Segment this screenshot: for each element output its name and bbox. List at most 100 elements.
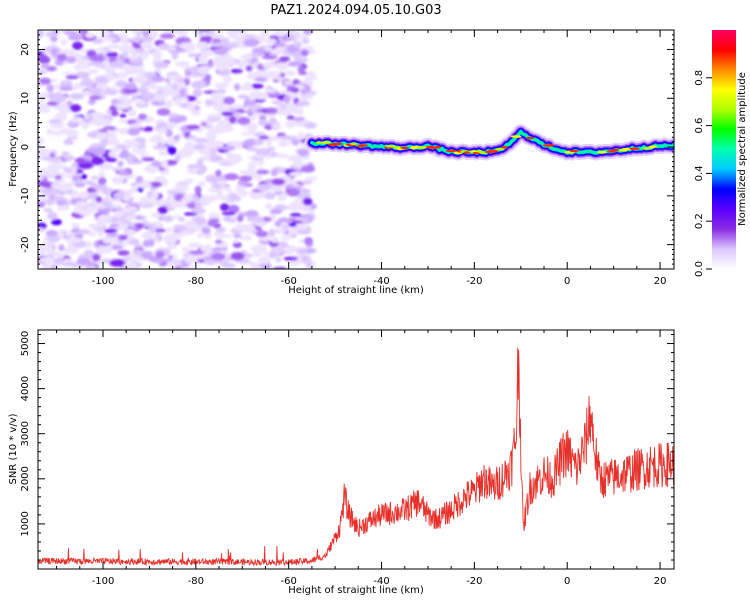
heatmap-cell xyxy=(234,59,241,64)
heatmap-cell xyxy=(155,250,165,259)
heatmap-cell xyxy=(287,203,302,212)
heatmap-cell xyxy=(119,113,127,118)
heatmap-cell xyxy=(180,230,194,236)
heatmap-cell xyxy=(111,167,125,172)
heatmap-cell xyxy=(129,52,139,60)
heatmap-cell xyxy=(265,203,273,210)
heatmap-cell xyxy=(232,239,239,244)
heatmap-cell xyxy=(118,119,129,124)
heatmap-cell xyxy=(271,100,283,104)
heatmap-cell xyxy=(301,180,313,185)
heatmap-cell xyxy=(63,247,79,254)
heatmap-cell xyxy=(210,91,219,101)
heatmap-cell xyxy=(188,250,205,255)
heatmap-cell xyxy=(104,157,117,163)
heatmap-cell xyxy=(135,48,145,54)
heatmap-cell xyxy=(272,266,287,269)
heatmap-cell xyxy=(47,235,61,243)
heatmap-cell xyxy=(238,175,253,182)
heatmap-cell xyxy=(53,257,63,266)
heatmap-cell xyxy=(194,137,208,143)
heatmap-cell xyxy=(159,33,175,39)
heatmap-cell xyxy=(54,189,61,195)
heatmap-cell xyxy=(88,87,104,96)
heatmap-cell xyxy=(62,71,75,76)
heatmap-cell xyxy=(276,62,287,70)
heatmap-cell xyxy=(171,51,179,60)
heatmap-cell xyxy=(125,206,138,212)
heatmap-peak xyxy=(525,136,535,140)
heatmap-peak xyxy=(597,150,607,154)
heatmap-cell xyxy=(158,151,170,156)
heatmap-cell xyxy=(65,56,77,64)
heatmap-cell xyxy=(129,255,144,261)
heatmap-cell xyxy=(167,242,178,249)
heatmap-cell xyxy=(98,128,108,133)
heatmap-cell xyxy=(122,257,131,262)
heatmap-cell xyxy=(113,209,124,219)
heatmap-cell xyxy=(205,99,213,107)
heatmap-cell xyxy=(47,163,61,172)
heatmap-cell xyxy=(305,176,318,181)
heatmap-cell xyxy=(92,253,101,262)
heatmap-cell xyxy=(226,30,235,35)
heatmap-cell xyxy=(227,56,237,61)
heatmap-peak xyxy=(487,149,499,153)
heatmap-cell xyxy=(288,155,304,160)
heatmap-cell xyxy=(285,184,295,190)
x-tick-label: 20 xyxy=(654,576,667,587)
heatmap-cell xyxy=(70,167,78,175)
snr-y-axis-label: SNR (10 * v/v) xyxy=(8,413,19,484)
heatmap-cell xyxy=(227,190,235,195)
heatmap-cell xyxy=(248,161,258,167)
heatmap-cell xyxy=(51,218,62,226)
heatmap-cell xyxy=(127,108,137,117)
heatmap-peak xyxy=(569,149,579,153)
heatmap-cell xyxy=(211,252,226,261)
heatmap-cell xyxy=(39,96,46,103)
colorbar-ticks: 0.0 0.2 0.4 0.6 0.8 xyxy=(694,70,712,277)
heatmap-cell xyxy=(77,228,91,235)
heatmap-cell xyxy=(91,175,98,180)
heatmap-cell xyxy=(65,138,72,145)
colorbar-tick-label: 0.6 xyxy=(694,118,705,134)
heatmap-cell xyxy=(185,95,197,102)
heatmap-cell xyxy=(272,228,286,234)
heatmap-cell xyxy=(205,74,212,82)
heatmap-cell xyxy=(250,263,258,269)
snr-panel: -100 -80 -60 -40 -20 0 20 1000 2000 3000 4000 5000… xyxy=(8,329,675,596)
heatmap-peak xyxy=(315,141,323,144)
heatmap-cell xyxy=(71,223,80,228)
heatmap-cell xyxy=(244,210,259,218)
y-tick-label: 3000 xyxy=(20,421,31,446)
heatmap-cell xyxy=(186,124,201,130)
heatmap-cell xyxy=(146,96,155,101)
x-tick-label: -60 xyxy=(281,576,297,587)
heatmap-cell xyxy=(254,77,267,82)
heatmap-cell xyxy=(288,227,299,236)
heatmap-peak xyxy=(357,144,369,147)
heatmap-cell xyxy=(278,141,294,146)
heatmap-cell xyxy=(217,63,231,69)
heatmap-cell xyxy=(69,104,82,113)
heatmap-cell xyxy=(106,52,118,58)
heatmap-cell xyxy=(48,119,62,124)
heatmap-cell xyxy=(300,88,307,95)
heatmap-x-ticks: -100 -80 -60 -40 -20 0 20 xyxy=(56,30,666,287)
heatmap-cell xyxy=(200,50,214,57)
heatmap-cell xyxy=(192,88,203,98)
x-tick-label: -60 xyxy=(281,276,297,287)
heatmap-cell xyxy=(40,64,51,69)
heatmap-cell xyxy=(250,171,258,178)
heatmap-cell xyxy=(271,236,279,243)
heatmap-cell xyxy=(49,131,66,136)
x-tick-label: -40 xyxy=(373,276,389,287)
heatmap-cell xyxy=(292,117,305,122)
heatmap-cell xyxy=(121,52,129,58)
heatmap-cell xyxy=(257,159,265,166)
heatmap-cell xyxy=(152,223,164,228)
heatmap-cell xyxy=(87,99,96,105)
heatmap-peak xyxy=(495,147,505,151)
heatmap-cell xyxy=(220,37,230,45)
